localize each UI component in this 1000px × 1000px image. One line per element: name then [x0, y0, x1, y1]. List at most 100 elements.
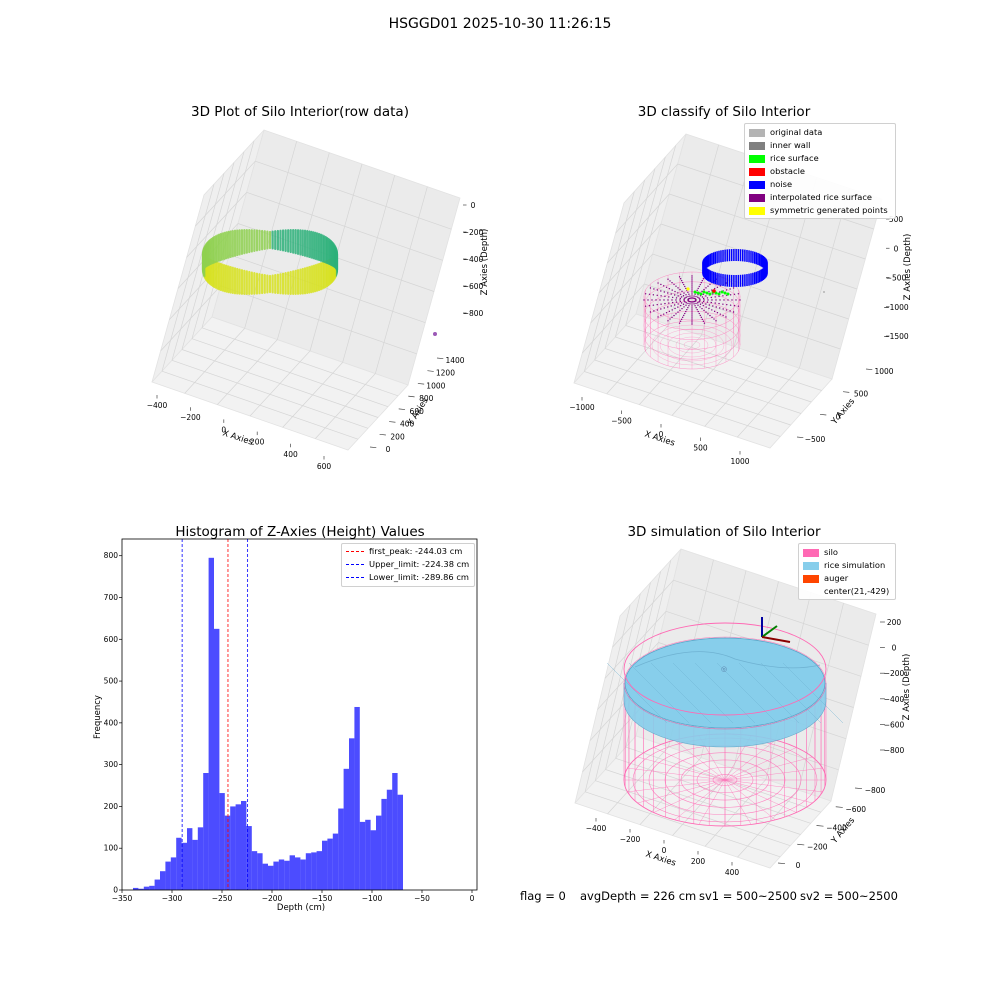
x-tick-label: −1000 [569, 403, 595, 412]
silo-floor-spoke [653, 779, 726, 813]
gridline [612, 579, 674, 648]
rice-surface [624, 637, 826, 729]
interpolated-point [733, 293, 736, 296]
interpolated-point [718, 302, 720, 305]
histogram-bar [197, 827, 204, 890]
tick-mark [436, 357, 444, 360]
auger-axis-y [761, 625, 778, 638]
histogram-bar [235, 804, 241, 890]
interpolated-point [691, 279, 693, 281]
interpolated-point [709, 314, 711, 317]
rice-mesh-line [716, 662, 778, 724]
interpolated-point [685, 302, 688, 304]
histogram-bar [257, 853, 263, 890]
interpolated-point [691, 323, 693, 325]
silo-floor-spoke [724, 779, 752, 825]
y-tick-label: 800 [104, 551, 119, 560]
interpolated-point [737, 293, 740, 295]
y-tick-label: 200 [104, 802, 119, 811]
tick-mark [777, 862, 786, 865]
interpolated-point [671, 281, 673, 284]
histogram-bar [365, 819, 371, 890]
interpolated-point [687, 291, 689, 293]
interpolated-point [684, 285, 686, 288]
interpolated-point [673, 304, 676, 306]
interpolated-point [693, 295, 695, 297]
y-tick-label: 800 [419, 394, 434, 403]
histogram-bar [300, 859, 306, 890]
rice-dip-contour [634, 651, 821, 669]
interpolated-point [649, 287, 652, 289]
interpolated-point [701, 307, 703, 310]
silo-floor-spoke [724, 779, 776, 821]
interpolated-point [691, 309, 693, 311]
interpolated-point [691, 321, 693, 323]
histogram-bar [284, 860, 290, 890]
interpolated-point [680, 318, 683, 321]
legend-item-first-peak: first_peak: -244.03 cm [346, 545, 462, 557]
histogram-bar [392, 773, 398, 890]
x-tick-label: −200 [180, 413, 201, 422]
interpolated-point [656, 294, 658, 297]
z-tick-label: −200 [884, 669, 905, 678]
legend-item-center: center(21,-429) [803, 585, 889, 597]
z-tick-label: −500 [886, 274, 907, 283]
interpolated-point [652, 304, 655, 306]
interpolated-point [725, 316, 727, 318]
interpolated-point [663, 299, 665, 301]
interpolated-point [693, 303, 695, 305]
histogram-bar [349, 738, 355, 890]
interpolated-point [683, 298, 685, 300]
interpolated-point [684, 312, 686, 315]
gridline [673, 579, 869, 646]
interpolated-point [696, 296, 699, 298]
interpolated-point [682, 295, 685, 297]
interpolated-point [679, 288, 681, 291]
status-flag: flag = 0 [520, 889, 566, 903]
tick-mark [369, 446, 377, 449]
histogram-xlabel: Depth (cm) [276, 903, 326, 913]
interpolated-point [729, 310, 731, 312]
z-tick-label: −1000 [883, 303, 909, 312]
interpolated-point [726, 303, 728, 306]
interpolated-point [648, 304, 651, 307]
interpolated-point [695, 298, 697, 301]
interpolated-point [675, 285, 677, 287]
y-tick-label: −600 [845, 805, 866, 814]
z-axis-label: Z Axies (Depth) [902, 654, 912, 721]
z-axis-label: Z Axies (Depth) [903, 234, 913, 301]
tick-mark [417, 383, 425, 385]
interpolated-point [712, 305, 714, 307]
figure-title: HSGGD01 2025-10-30 11:26:15 [388, 16, 612, 32]
raw-panel-title: 3D Plot of Silo Interior(row data) [191, 104, 409, 120]
legend-label: original data [770, 127, 823, 137]
legend-item-upper-limit: Upper_limit: -224.38 cm [346, 558, 469, 570]
rice-mesh-line [694, 662, 756, 724]
interpolated-point [694, 293, 696, 295]
plot-frame [121, 538, 478, 891]
interpolated-point [716, 312, 719, 314]
tick-mark [835, 806, 843, 808]
z-tick-label: −800 [884, 746, 905, 755]
interpolated-point [685, 287, 687, 290]
histogram-bar [262, 863, 268, 890]
interpolated-point [707, 313, 709, 315]
interpolated-point [683, 314, 685, 317]
gridline [201, 327, 399, 397]
interpolated-point [698, 297, 700, 299]
interpolated-point [703, 322, 706, 324]
legend-item-interpolated: interpolated rice surface [749, 191, 872, 203]
rice-surface-point [726, 292, 730, 296]
x-tick-label: −400 [147, 401, 168, 410]
interpolated-point [725, 309, 728, 311]
interpolated-point [707, 285, 709, 287]
histogram-bar [316, 851, 322, 890]
interpolated-point [691, 283, 693, 285]
x-tick-label: −50 [414, 894, 430, 903]
interpolated-point [694, 305, 696, 307]
interpolated-point [691, 311, 693, 313]
y-tick-label: 700 [104, 593, 119, 602]
histogram-bar [305, 853, 312, 890]
interpolated-point [669, 280, 671, 282]
